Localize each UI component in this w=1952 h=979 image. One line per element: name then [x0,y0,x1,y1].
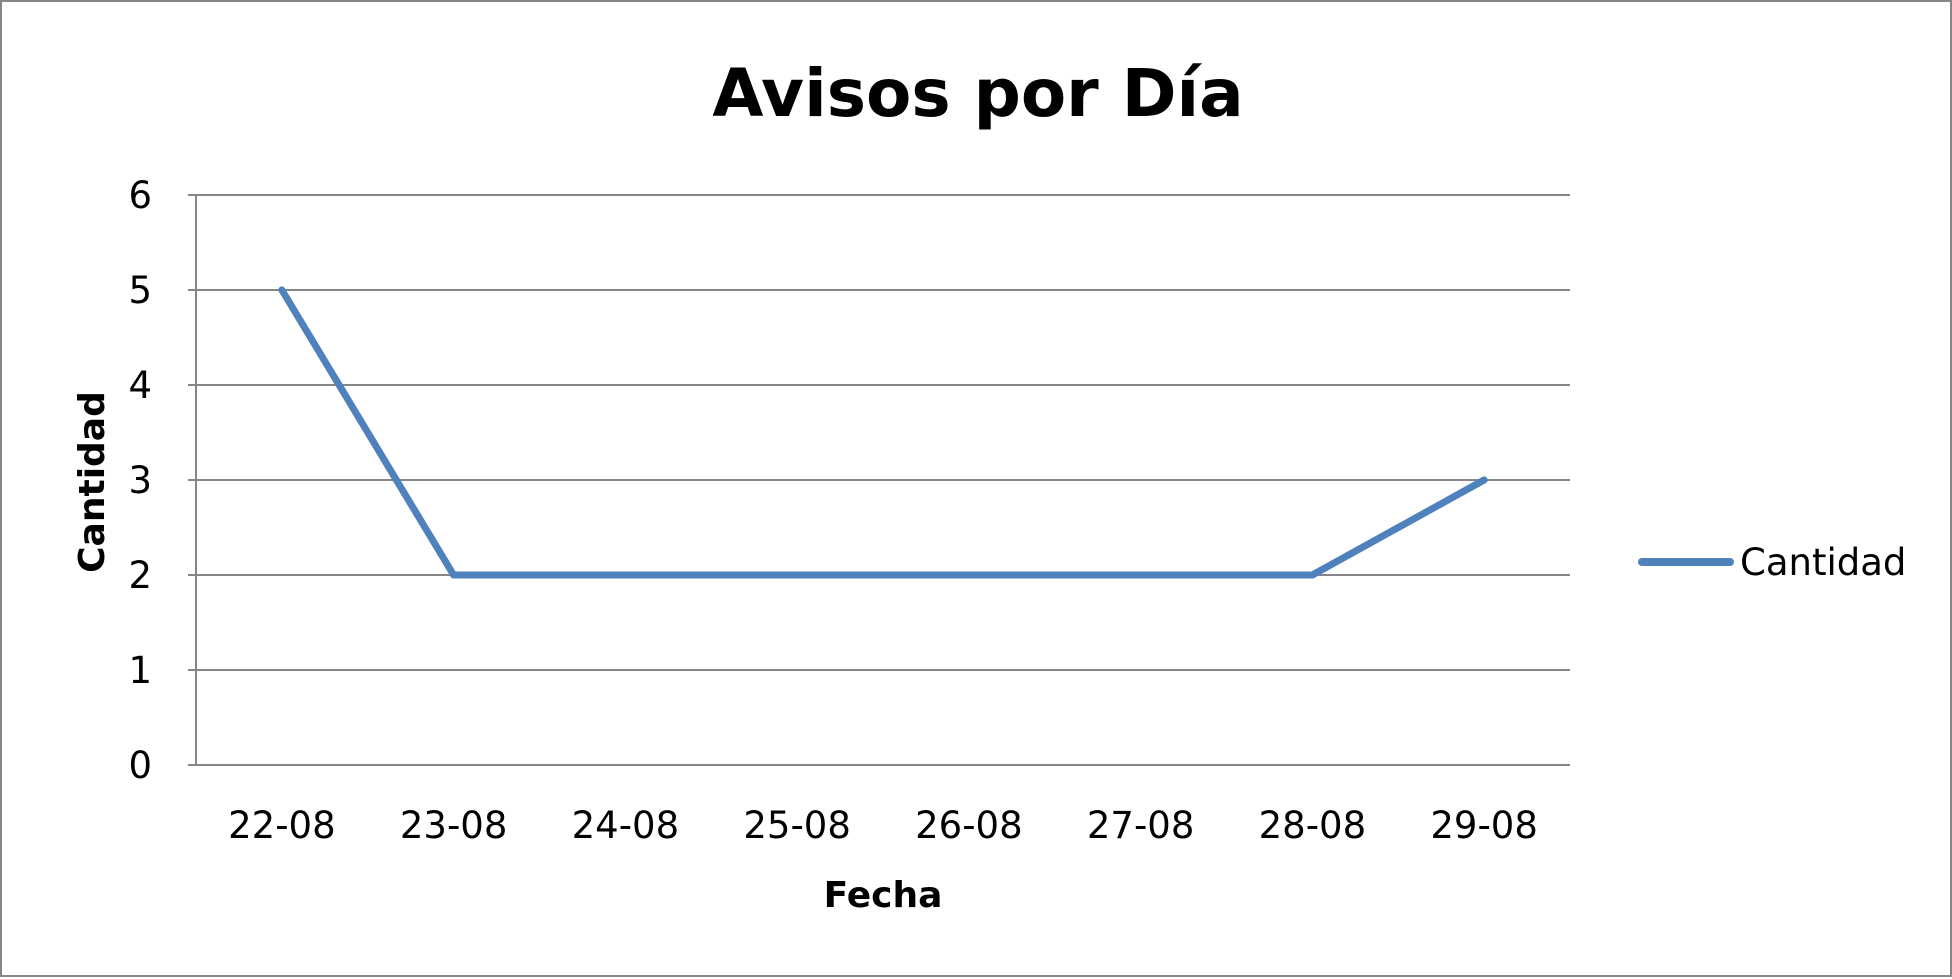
data-point [793,571,801,579]
y-tick-labels: 0 1 2 3 4 5 6 [128,174,152,787]
y-tick-label: 5 [128,269,152,312]
x-tick-label: 29-08 [1430,804,1538,847]
x-tick-label: 25-08 [743,804,851,847]
data-point [965,571,973,579]
y-tick-label: 4 [128,364,152,407]
y-tick-label: 2 [128,554,152,597]
x-tick-label: 26-08 [915,804,1023,847]
x-tick-label: 22-08 [228,804,336,847]
data-point [1480,476,1488,484]
y-tick-label: 1 [128,649,152,692]
y-tick-label: 3 [128,459,152,502]
data-point [1137,571,1145,579]
chart-title: Avisos por Día [712,55,1243,132]
data-point [1308,571,1316,579]
x-axis-title: Fecha [824,875,943,916]
x-tick-label: 27-08 [1087,804,1195,847]
x-tick-label: 28-08 [1259,804,1367,847]
x-tick-labels: 22-08 23-08 24-08 25-08 26-08 27-08 28-08 29-08 [228,804,1538,847]
series-line-0 [278,286,1488,579]
x-tick-label: 23-08 [400,804,508,847]
x-tick-label: 24-08 [572,804,680,847]
data-point [450,571,458,579]
data-point [278,286,286,294]
y-axis-title: Cantidad [72,391,113,573]
legend-label: Cantidad [1740,541,1906,584]
axes [188,194,197,766]
data-point [621,571,629,579]
y-tick-label: 0 [128,744,152,787]
gridlines [196,194,1570,766]
legend: Cantidad [1638,541,1906,584]
series-lines [278,286,1488,579]
y-tick-label: 6 [128,174,152,217]
